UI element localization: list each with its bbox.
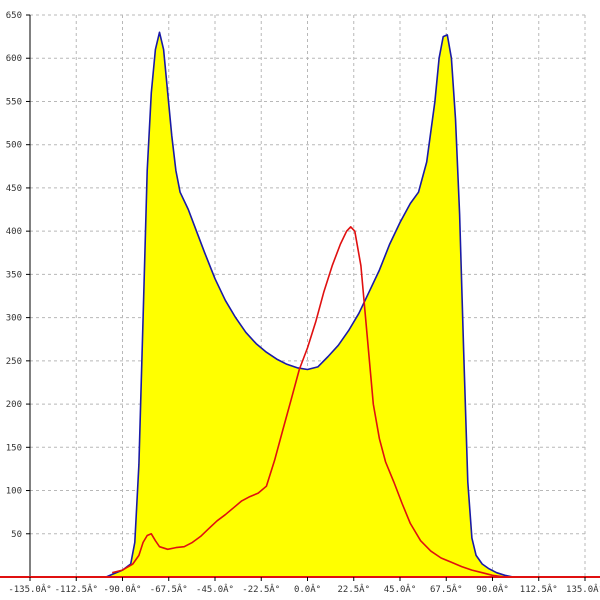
y-tick-label-4: 250 (6, 357, 22, 367)
series-layer (105, 31, 514, 578)
y-tick-label-1: 100 (6, 487, 22, 497)
y-tick-label-12: 650 (6, 11, 22, 21)
x-tick-label-10: 90.0Â° (476, 583, 509, 595)
x-tick-label-6: 0.0Â° (294, 583, 321, 595)
y-tick-label-6: 350 (6, 270, 22, 280)
y-tick-label-10: 550 (6, 97, 22, 107)
y-tick-label-5: 300 (6, 314, 22, 324)
y-tick-label-8: 450 (6, 184, 22, 194)
series-0-line (105, 31, 514, 578)
x-tick-label-3: -67.5Â° (150, 583, 188, 595)
y-tick-label-3: 200 (6, 400, 22, 410)
x-tick-label-1: -112.5Â° (55, 583, 98, 595)
x-tick-label-4: -45.0Â° (196, 583, 234, 595)
y-tick-labels: 50 100 150 200 250 300 350 400 450 500 550 600 650 (6, 11, 30, 540)
y-tick-label-11: 600 (6, 54, 22, 64)
x-tick-label-12: 135.0Â° (566, 583, 600, 595)
y-tick-label-0: 50 (11, 530, 22, 540)
y-tick-label-7: 400 (6, 227, 22, 237)
series-0-area (106, 32, 514, 578)
x-tick-label-9: 67.5Â° (430, 583, 463, 595)
x-tick-labels: -135.0Â° -112.5Â° -90.0Â° -67.5Â° -45.0Â° -22… (8, 577, 600, 595)
x-tick-label-5: -22.5Â° (242, 583, 280, 595)
series-1-line (112, 226, 505, 578)
axes (0, 15, 600, 578)
x-tick-label-7: 22.5Â° (337, 583, 370, 595)
y-tick-label-2: 150 (6, 443, 22, 453)
x-tick-label-2: -90.0Â° (104, 583, 142, 595)
y-tick-label-9: 500 (6, 141, 22, 151)
x-tick-label-8: 45.0Â° (384, 583, 417, 595)
x-tick-label-0: -135.0Â° (8, 583, 51, 595)
x-tick-label-11: 112.5Â° (520, 583, 558, 595)
